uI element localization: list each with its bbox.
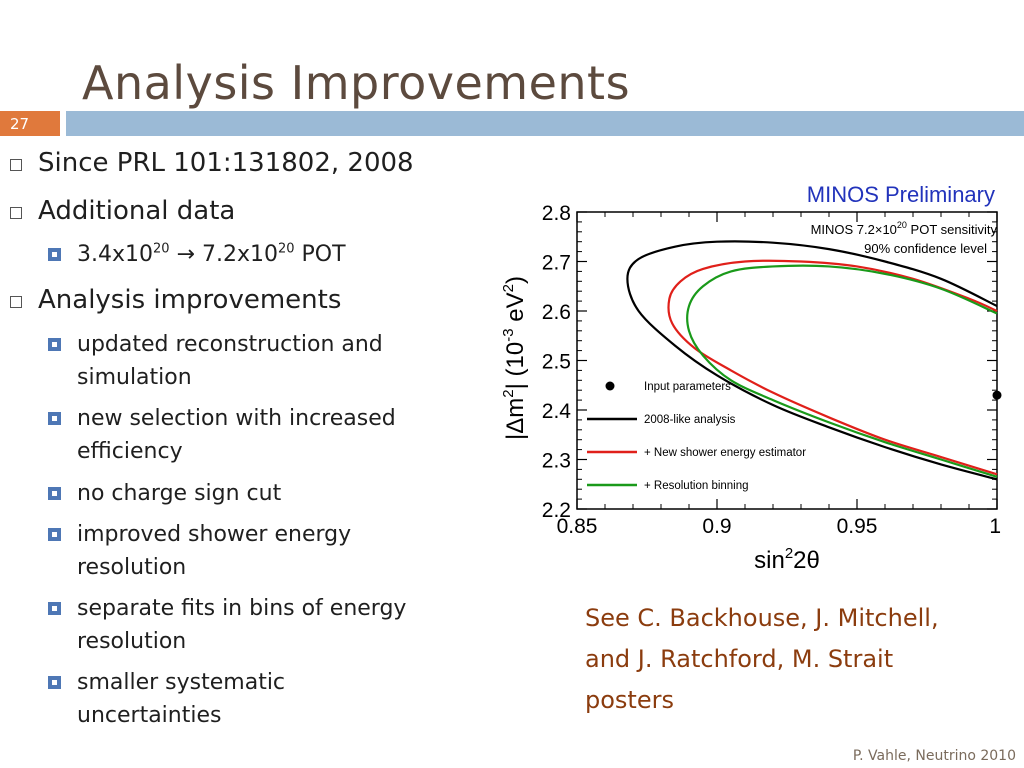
sub-bullet-text: no charge sign cut bbox=[77, 481, 282, 506]
chart-legend: Input parameters 2008-like analysis + New … bbox=[587, 381, 806, 492]
contour-chart: MINOS Preliminary MINOS 7.2×1020 POT sen… bbox=[500, 182, 1002, 574]
slide-number-text: 27 bbox=[10, 114, 30, 133]
y-tick-label: 2.8 bbox=[542, 202, 571, 225]
legend-label: Input parameters bbox=[644, 381, 731, 393]
credit-line: posters bbox=[585, 686, 674, 714]
chart-annotation-line1: MINOS 7.2×1020 POT sensitivity bbox=[811, 220, 998, 237]
x-tick-label: 0.95 bbox=[837, 515, 878, 538]
credit-line: and J. Ratchford, M. Strait bbox=[585, 645, 894, 673]
y-tick-label: 2.7 bbox=[542, 252, 571, 275]
filled-square-bullet-icon bbox=[48, 487, 61, 500]
contour-line-2 bbox=[686, 264, 998, 478]
legend-label: 2008-like analysis bbox=[644, 414, 736, 426]
filled-square-bullet-icon bbox=[48, 602, 61, 615]
contour-line-0 bbox=[626, 240, 998, 481]
x-tick-label: 0.85 bbox=[557, 515, 598, 538]
sub-bullet-text: separate fits in bins of energy resolutio… bbox=[77, 596, 407, 654]
y-axis-ticks: 2.2 2.3 2.4 2.5 2.6 2.7 2.8 bbox=[542, 202, 997, 522]
y-tick-label: 2.5 bbox=[542, 351, 571, 374]
chart-annotation-line2: 90% confidence level bbox=[864, 241, 987, 256]
hollow-square-bullet-icon bbox=[10, 296, 22, 308]
y-tick-label: 2.2 bbox=[542, 499, 571, 522]
sub-bullet-reconstruction: updated reconstruction and simulation bbox=[48, 328, 383, 394]
sub-bullet-text: updated reconstruction and simulation bbox=[77, 332, 383, 390]
hollow-square-bullet-icon bbox=[10, 207, 22, 219]
filled-square-bullet-icon bbox=[48, 412, 61, 425]
input-point-marker bbox=[992, 390, 1002, 400]
legend-point-marker bbox=[605, 381, 615, 391]
legend-label: + New shower energy estimator bbox=[644, 447, 806, 459]
y-tick-label: 2.6 bbox=[542, 301, 571, 324]
bullet-since-prl: Since PRL 101:131802, 2008 bbox=[10, 148, 414, 178]
slide-number: 27 bbox=[0, 111, 60, 136]
sub-bullet-selection: new selection with increased efficiency bbox=[48, 402, 396, 468]
sub-bullet-text: new selection with increased efficiency bbox=[77, 406, 396, 464]
poster-credit: See C. Backhouse, J. Mitchell, and J. Ra… bbox=[585, 598, 1005, 721]
x-tick-label: 1 bbox=[989, 515, 1001, 538]
sub-bullet-pot: 3.4x1020 → 7.2x1020 POT bbox=[48, 238, 346, 271]
x-axis-ticks: 0.85 0.9 0.95 1 bbox=[557, 212, 1001, 538]
sub-bullet-separate-fits: separate fits in bins of energy resolutio… bbox=[48, 592, 406, 658]
slide-title: Analysis Improvements bbox=[82, 56, 631, 110]
chart-title: MINOS Preliminary bbox=[807, 182, 995, 207]
sub-bullet-charge-sign: no charge sign cut bbox=[48, 477, 281, 510]
sub-bullet-text: improved shower energy resolution bbox=[77, 522, 352, 580]
y-tick-label: 2.4 bbox=[542, 400, 572, 423]
bullet-analysis-improvements: Analysis improvements bbox=[10, 285, 341, 315]
legend-label: + Resolution binning bbox=[644, 480, 749, 492]
sub-bullet-shower-resolution: improved shower energy resolution bbox=[48, 518, 351, 584]
title-underline-bar bbox=[66, 111, 1024, 136]
sub-bullet-systematics: smaller systematic uncertainties bbox=[48, 666, 285, 732]
sub-bullet-text: smaller systematic uncertainties bbox=[77, 670, 286, 728]
filled-square-bullet-icon bbox=[48, 676, 61, 689]
filled-square-bullet-icon bbox=[48, 338, 61, 351]
credit-line: See C. Backhouse, J. Mitchell, bbox=[585, 604, 939, 632]
x-axis-label: sin22θ bbox=[754, 545, 820, 574]
contour-line-1 bbox=[667, 259, 998, 476]
sub-bullet-text: 3.4x1020 → 7.2x1020 POT bbox=[77, 241, 346, 267]
y-axis-label: |Δm2| (10-3 eV2) bbox=[500, 276, 529, 440]
hollow-square-bullet-icon bbox=[10, 159, 22, 171]
filled-square-bullet-icon bbox=[48, 528, 61, 541]
plot-frame bbox=[576, 211, 998, 510]
bullet-text: Additional data bbox=[38, 196, 236, 226]
bullet-additional-data: Additional data bbox=[10, 196, 235, 226]
y-tick-label: 2.3 bbox=[542, 450, 571, 473]
bullet-text: Since PRL 101:131802, 2008 bbox=[38, 148, 414, 178]
slide-footer: P. Vahle, Neutrino 2010 bbox=[852, 748, 1016, 764]
contour-curves bbox=[626, 240, 1002, 481]
plot-area bbox=[576, 211, 998, 510]
filled-square-bullet-icon bbox=[48, 248, 61, 261]
x-tick-label: 0.9 bbox=[702, 515, 731, 538]
bullet-text: Analysis improvements bbox=[38, 285, 342, 315]
